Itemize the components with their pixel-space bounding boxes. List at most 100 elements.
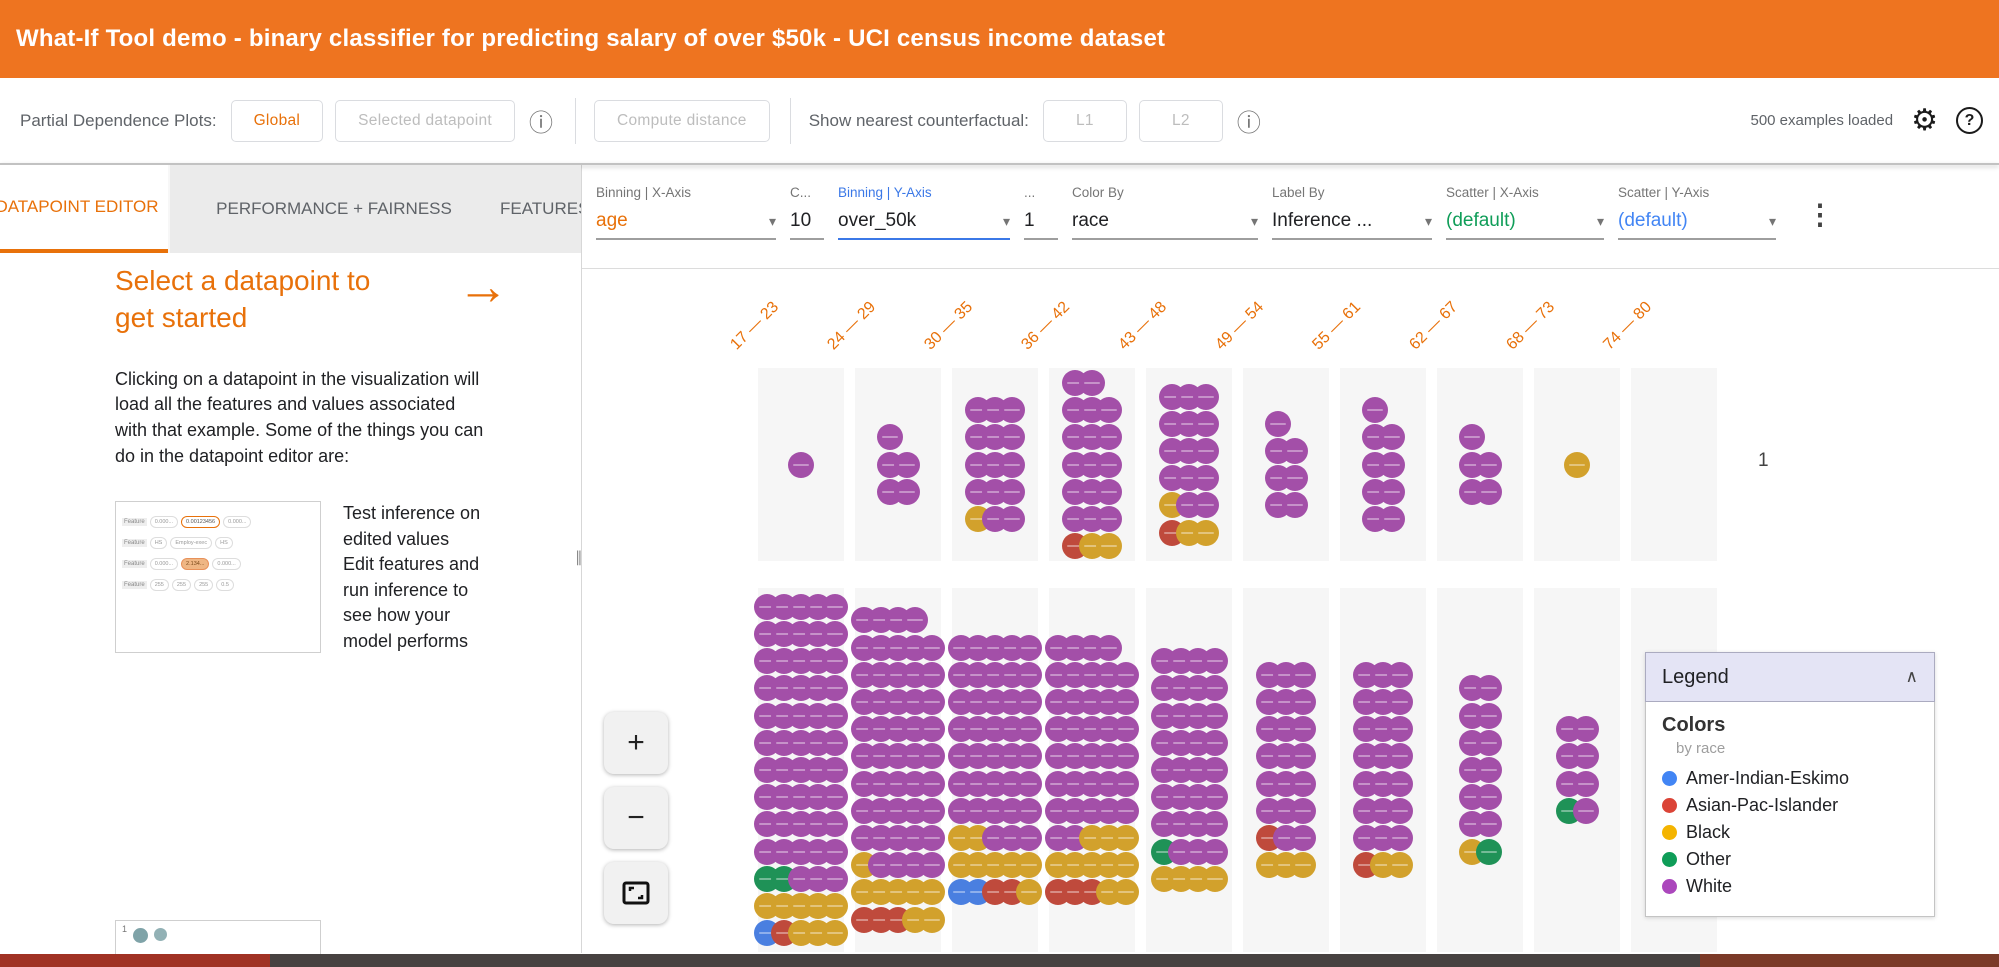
zoom-out-button[interactable]: − [604, 787, 668, 849]
datapoint-dot[interactable] [822, 757, 848, 783]
datapoint-dot[interactable] [1387, 852, 1413, 878]
datapoint-dot[interactable] [1193, 520, 1219, 546]
datapoint-dot[interactable] [919, 879, 945, 905]
datapoint-dot[interactable] [999, 397, 1025, 423]
datapoint-dot[interactable] [822, 703, 848, 729]
control-dropdown[interactable]: (default) ▾ [1446, 210, 1604, 240]
datapoint-dot[interactable] [919, 852, 945, 878]
datapoint-dot[interactable] [894, 452, 920, 478]
datapoint-dot[interactable] [822, 811, 848, 837]
datapoint-dot[interactable] [1096, 533, 1122, 559]
fit-to-screen-button[interactable] [604, 862, 668, 924]
datapoint-dot[interactable] [1193, 384, 1219, 410]
datapoint-dot[interactable] [1290, 798, 1316, 824]
datapoint-dot[interactable] [1202, 703, 1228, 729]
global-button[interactable]: Global [230, 99, 324, 142]
kebab-menu-icon[interactable]: ⋮ [1806, 199, 1834, 230]
datapoint-dot[interactable] [1476, 811, 1502, 837]
datapoint-dot[interactable] [1476, 452, 1502, 478]
datapoint-dot[interactable] [1290, 743, 1316, 769]
info-icon[interactable]: ⓘ [528, 110, 553, 137]
datapoint-dot[interactable] [1113, 771, 1139, 797]
datapoint-dot[interactable] [919, 771, 945, 797]
datapoint-dot[interactable] [1193, 492, 1219, 518]
datapoint-dot[interactable] [1193, 411, 1219, 437]
datapoint-dot[interactable] [1476, 703, 1502, 729]
datapoint-dot[interactable] [877, 424, 903, 450]
datapoint-dot[interactable] [919, 907, 945, 933]
datapoint-dot[interactable] [1202, 839, 1228, 865]
pane-resize-handle[interactable]: ∥ [575, 549, 582, 566]
datapoint-dot[interactable] [1379, 479, 1405, 505]
datapoint-dot[interactable] [1476, 479, 1502, 505]
datapoint-dot[interactable] [1113, 662, 1139, 688]
datapoint-dot[interactable] [1096, 635, 1122, 661]
datapoint-dot[interactable] [919, 798, 945, 824]
datapoint-dot[interactable] [1387, 662, 1413, 688]
datapoint-dot[interactable] [1096, 397, 1122, 423]
compute-distance-button[interactable]: Compute distance [593, 99, 770, 142]
control-dropdown[interactable]: race ▾ [1072, 210, 1258, 240]
datapoint-dot[interactable] [1202, 648, 1228, 674]
tab-datapoint-editor[interactable]: DATAPOINT EDITOR [0, 165, 168, 253]
datapoint-dot[interactable] [1476, 675, 1502, 701]
datapoint-dot[interactable] [894, 479, 920, 505]
datapoint-dot[interactable] [1290, 825, 1316, 851]
datapoint-dot[interactable] [1476, 730, 1502, 756]
datapoint-dot[interactable] [822, 784, 848, 810]
zoom-in-button[interactable]: + [604, 712, 668, 774]
datapoint-dot[interactable] [1202, 675, 1228, 701]
datapoint-dot[interactable] [1193, 438, 1219, 464]
datapoint-dot[interactable] [1016, 689, 1042, 715]
selected-datapoint-button[interactable]: Selected datapoint [335, 99, 515, 142]
datapoint-dot[interactable] [1476, 839, 1502, 865]
datapoint-dot[interactable] [822, 730, 848, 756]
datapoint-dot[interactable] [1096, 452, 1122, 478]
datapoint-dot[interactable] [822, 893, 848, 919]
tab-performance-fairness[interactable]: PERFORMANCE + FAIRNESS [168, 165, 498, 253]
legend-header[interactable]: Legend ∧ [1645, 652, 1935, 702]
help-icon[interactable]: ? [1956, 107, 1983, 134]
datapoint-dot[interactable] [1379, 452, 1405, 478]
datapoint-dot[interactable] [1476, 784, 1502, 810]
datapoint-dot[interactable] [1476, 757, 1502, 783]
l2-button[interactable]: L2 [1138, 99, 1223, 142]
datapoint-dot[interactable] [919, 716, 945, 742]
datapoint-dot[interactable] [919, 689, 945, 715]
datapoint-dot[interactable] [822, 920, 848, 946]
datapoint-dot[interactable] [1113, 852, 1139, 878]
datapoint-dot[interactable] [1113, 716, 1139, 742]
datapoint-dot[interactable] [1387, 825, 1413, 851]
datapoint-dot[interactable] [788, 452, 814, 478]
datapoint-dot[interactable] [822, 866, 848, 892]
datapoint-dot[interactable] [1573, 743, 1599, 769]
datapoint-dot[interactable] [1290, 662, 1316, 688]
datapoint-dot[interactable] [1016, 662, 1042, 688]
datapoint-dot[interactable] [1096, 506, 1122, 532]
datapoint-dot[interactable] [1016, 798, 1042, 824]
datapoint-dot[interactable] [1016, 635, 1042, 661]
datapoint-dot[interactable] [1096, 479, 1122, 505]
datapoint-dot[interactable] [1016, 716, 1042, 742]
datapoint-dot[interactable] [1202, 866, 1228, 892]
datapoint-dot[interactable] [1387, 798, 1413, 824]
datapoint-dot[interactable] [999, 452, 1025, 478]
datapoint-dot[interactable] [1113, 689, 1139, 715]
datapoint-dot[interactable] [1573, 798, 1599, 824]
datapoint-dot[interactable] [1016, 825, 1042, 851]
datapoint-dot[interactable] [1265, 411, 1291, 437]
tab-features[interactable]: FEATURES [498, 165, 581, 253]
datapoint-dot[interactable] [1113, 825, 1139, 851]
datapoint-dot[interactable] [1202, 811, 1228, 837]
datapoint-dot[interactable] [1016, 743, 1042, 769]
datapoint-dot[interactable] [919, 743, 945, 769]
l1-button[interactable]: L1 [1042, 99, 1127, 142]
datapoint-dot[interactable] [1202, 784, 1228, 810]
gear-icon[interactable]: ⚙ [1911, 104, 1938, 137]
datapoint-dot[interactable] [822, 675, 848, 701]
datapoint-dot[interactable] [822, 648, 848, 674]
info-icon[interactable]: ⓘ [1236, 110, 1261, 137]
control-dropdown[interactable]: over_50k ▾ [838, 210, 1010, 240]
datapoint-dot[interactable] [919, 662, 945, 688]
datapoint-dot[interactable] [1290, 852, 1316, 878]
